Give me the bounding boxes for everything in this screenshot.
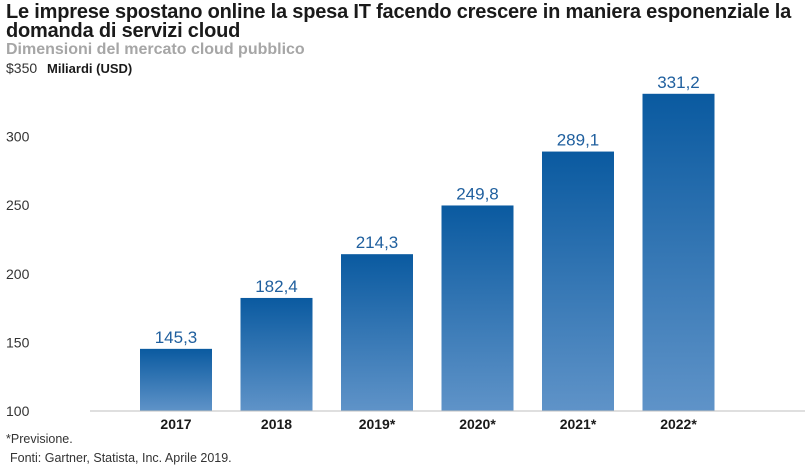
y-tick-label: 250: [6, 197, 30, 213]
x-tick-label: 2017: [160, 416, 191, 432]
bar-value-label: 214,3: [356, 233, 399, 252]
x-axis: 2017 2018 2019* 2020* 2021* 2022*: [160, 416, 697, 432]
y-axis: 100 150 200 250 300 $350: [6, 60, 37, 419]
bar-value-label: 249,8: [456, 184, 499, 203]
chart-subtitle: Dimensioni del mercato cloud pubblico: [6, 41, 305, 58]
x-tick-label: 2019*: [359, 416, 396, 432]
bar-value-label: 145,3: [155, 328, 198, 347]
x-tick-label: 2022*: [660, 416, 697, 432]
bar-value-label: 331,2: [657, 73, 700, 92]
bar: [240, 297, 313, 411]
source-note: Fonti: Gartner, Statista, Inc. Aprile 20…: [10, 451, 232, 465]
footnote: *Previsione.: [6, 432, 73, 446]
y-tick-label: 100: [6, 403, 30, 419]
bar: [441, 205, 514, 411]
y-tick-label: 200: [6, 266, 30, 282]
bar: [542, 151, 614, 411]
bar-value-label: 289,1: [557, 131, 600, 150]
chart-title: Le imprese spostano online la spesa IT f…: [6, 1, 792, 42]
bar-value-label: 182,4: [255, 277, 298, 296]
y-axis-unit-label: Miliardi (USD): [47, 61, 133, 76]
bar: [642, 93, 715, 411]
y-tick-label: 150: [6, 334, 30, 350]
y-tick-label: 300: [6, 129, 30, 145]
x-tick-label: 2018: [261, 416, 292, 432]
x-tick-label: 2020*: [459, 416, 496, 432]
x-tick-label: 2021*: [560, 416, 597, 432]
y-tick-label: $350: [6, 60, 37, 76]
bars: 145,3 182,4 214,3 249,8 289,1 331,2: [140, 73, 715, 411]
bar: [140, 348, 212, 411]
bar: [341, 254, 413, 411]
